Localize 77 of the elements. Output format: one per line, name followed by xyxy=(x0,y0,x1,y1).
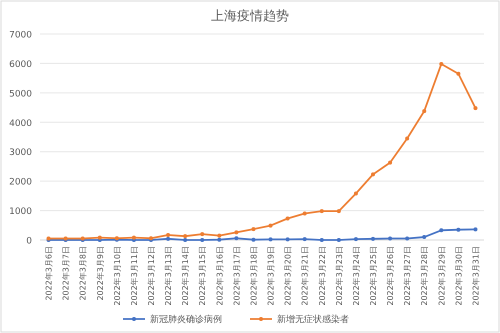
x-tick-label: 2022年3月30日 xyxy=(454,246,464,306)
point xyxy=(388,160,392,165)
point xyxy=(422,109,426,114)
x-tick-label: 2022年3月21日 xyxy=(300,246,310,306)
y-tick-label: 5000 xyxy=(9,89,32,100)
point xyxy=(217,238,222,242)
point xyxy=(98,236,102,240)
x-tick-label: 2022年3月15日 xyxy=(198,246,208,306)
x-tick-label: 2022年3月8日 xyxy=(78,246,88,301)
y-tick-label: 3000 xyxy=(9,148,32,158)
x-tick-label: 2022年3月18日 xyxy=(249,246,258,306)
point xyxy=(200,238,204,242)
point xyxy=(286,237,290,242)
point xyxy=(456,228,460,232)
point xyxy=(234,230,238,234)
point xyxy=(132,236,136,240)
point xyxy=(268,237,273,242)
x-tick-label: 2022年3月9日 xyxy=(96,246,105,301)
x-tick-label: 2022年3月11日 xyxy=(130,246,139,306)
x-tick-label: 2022年3月27日 xyxy=(403,246,412,306)
point xyxy=(336,209,341,214)
point xyxy=(286,216,290,221)
point xyxy=(388,236,392,241)
point xyxy=(422,235,426,240)
x-tick-label: 2022年3月16日 xyxy=(215,246,224,306)
point xyxy=(371,172,375,176)
point xyxy=(200,232,204,236)
x-tick-label: 2022年3月29日 xyxy=(437,246,446,306)
point xyxy=(166,236,170,241)
y-tick-label: 1000 xyxy=(9,207,32,218)
point xyxy=(234,236,238,240)
x-tick-label: 2022年3月26日 xyxy=(386,246,396,306)
point xyxy=(336,238,341,242)
point xyxy=(302,237,307,242)
point xyxy=(183,238,188,242)
x-tick-label: 2022年3月17日 xyxy=(232,246,242,306)
point xyxy=(302,212,307,216)
x-tick-label: 2022年3月7日 xyxy=(62,246,71,301)
x-tick-label: 2022年3月24日 xyxy=(352,246,361,306)
x-tick-label: 2022年3月13日 xyxy=(164,246,174,306)
y-tick-label: 4000 xyxy=(9,118,32,129)
point xyxy=(166,232,170,237)
point xyxy=(473,106,478,110)
point xyxy=(268,224,273,228)
point xyxy=(183,234,188,238)
x-tick-label: 2022年3月19日 xyxy=(266,246,276,306)
point xyxy=(371,236,375,241)
point xyxy=(320,209,324,214)
point xyxy=(439,228,444,232)
point xyxy=(405,236,410,241)
point xyxy=(439,62,444,66)
x-tick-label: 2022年3月25日 xyxy=(369,246,378,306)
x-tick-label: 2022年3月12日 xyxy=(147,246,156,306)
x-tick-label: 2022年3月22日 xyxy=(318,246,327,306)
point xyxy=(456,72,460,76)
x-tick-label: 2022年3月10日 xyxy=(112,246,122,306)
x-tick-label: 2022年3月6日 xyxy=(44,246,54,301)
point xyxy=(473,227,478,232)
point xyxy=(405,136,410,140)
y-tick-label: 7000 xyxy=(9,30,32,40)
y-tick-label: 0 xyxy=(26,236,32,246)
legend-label: 新冠肺炎确诊病例 xyxy=(150,314,222,325)
legend-label: 新增无症状感染者 xyxy=(277,314,349,325)
y-tick-label: 6000 xyxy=(9,60,32,70)
y-tick-label: 2000 xyxy=(9,178,32,188)
x-tick-label: 2022年3月28日 xyxy=(420,246,430,306)
chart-title: 上海疫情趋势 xyxy=(211,9,289,24)
point xyxy=(251,238,256,242)
x-tick-label: 2022年3月23日 xyxy=(334,246,344,306)
point xyxy=(251,227,256,232)
x-tick-label: 2022年3月20日 xyxy=(284,246,293,306)
x-tick-label: 2022年3月31日 xyxy=(471,246,480,306)
point xyxy=(217,234,222,238)
point xyxy=(320,238,324,242)
x-tick-label: 2022年3月14日 xyxy=(181,246,190,306)
point xyxy=(354,237,358,242)
point xyxy=(354,192,358,196)
